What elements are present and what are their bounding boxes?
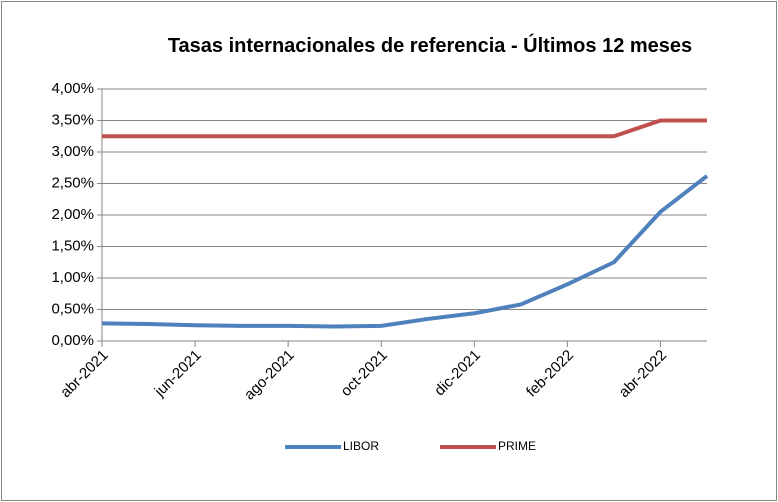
y-tick-label: 1,00%: [51, 269, 94, 286]
line-series: [102, 118, 707, 139]
legend-label: PRIME: [498, 439, 536, 453]
y-tick-label: 3,00%: [51, 143, 94, 160]
y-tick-label: 0,50%: [51, 300, 94, 317]
y-tick-label: 3,50%: [51, 111, 94, 128]
y-tick-label: 2,50%: [51, 174, 94, 191]
line-series: [101, 174, 709, 329]
y-tick-label: 2,00%: [51, 206, 94, 223]
y-tick-label: 1,50%: [51, 237, 94, 254]
y-tick-label: 4,00%: [51, 80, 94, 97]
chart-title: Tasas internacionales de referencia - Úl…: [167, 35, 693, 57]
legend-label: LIBOR: [343, 439, 379, 453]
y-tick-label: 0,00%: [51, 332, 94, 349]
